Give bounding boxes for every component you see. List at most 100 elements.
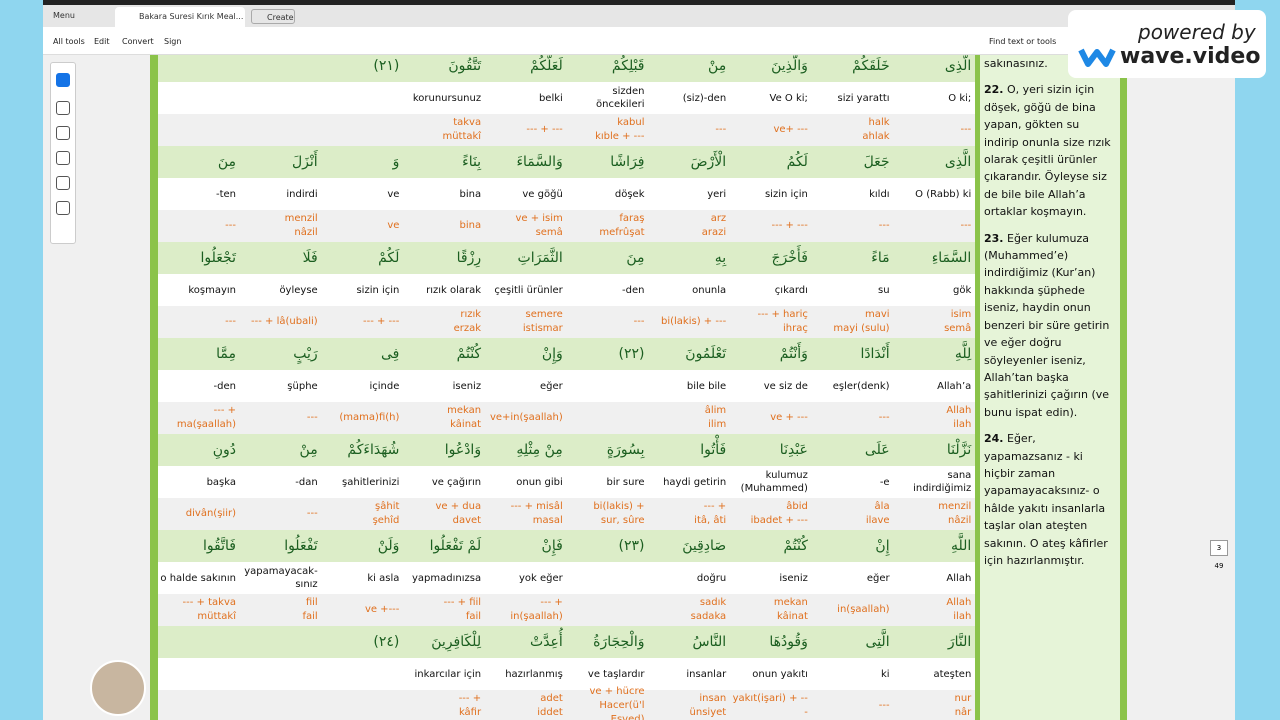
arabic-cell: جَعَلَ <box>863 154 890 170</box>
arabic-cell: وَلَنْ <box>377 538 400 554</box>
wave-logo <box>1078 48 1116 67</box>
roots-cell: --- + ma(şaallah) <box>176 405 236 430</box>
roots-cell: sadık sadaka <box>690 597 727 622</box>
table-row: (٢٤) لِلْكَافِرِينَ أُعِدَّتْ وَالْحِجَارَة… <box>158 626 975 658</box>
turkish-cell: ve taşlardır <box>587 668 645 680</box>
menu-item[interactable]: Sign <box>164 37 182 46</box>
turkish-cell: sizin için <box>356 284 400 296</box>
sign-tool[interactable] <box>56 201 70 215</box>
roots-cell: şâhit şehîd <box>372 501 400 526</box>
turkish-cell: yapamayacak- sınız <box>244 566 318 590</box>
menu-button[interactable]: Menu <box>53 11 75 20</box>
menu-item[interactable]: Edit <box>94 37 110 46</box>
turkish-cell: haydi getirin <box>663 476 727 488</box>
turkish-cell: ve <box>387 188 400 200</box>
arabic-cell: وَالْحِجَارَةُ <box>593 634 645 650</box>
roots-cell: --- <box>225 316 236 327</box>
roots-cell: --- + --- <box>771 220 808 231</box>
roots-cell: --- + in(şaallah) <box>510 597 563 622</box>
roots-cell: semere istismar <box>522 309 563 334</box>
roots-cell: --- <box>225 220 236 231</box>
arabic-cell: (٢١) <box>373 58 400 74</box>
arabic-cell: فِى <box>381 346 400 362</box>
draw-tool[interactable] <box>56 126 70 140</box>
turkish-cell: iseniz <box>779 572 808 584</box>
page-current[interactable]: 3 <box>1210 540 1228 556</box>
roots-cell: takva müttakî <box>442 117 482 142</box>
arabic-cell: السَّمَاءِ <box>931 250 972 266</box>
text-tool[interactable] <box>56 176 70 190</box>
turkish-cell: onunla <box>692 284 727 296</box>
table-row: -ten indirdi ve bina ve göğü döşek yeri sizin i… <box>158 178 975 210</box>
arabic-cell: النَّارَ <box>947 634 972 650</box>
turkish-cell: ateşten <box>933 668 972 680</box>
select-tool[interactable] <box>56 73 70 87</box>
roots-cell: menzil nâzil <box>938 501 972 526</box>
arabic-cell: دُونِ <box>212 442 236 458</box>
turkish-cell: -den <box>622 284 645 296</box>
roots-cell: faraş mefrûşat <box>599 213 645 238</box>
turkish-cell: O ki; <box>948 92 972 104</box>
verse-text: Eğer kulumuza (Muhammed’e) indirdiğimiz … <box>984 231 1110 419</box>
roots-cell: ve <box>387 220 400 231</box>
arabic-cell: فَأَخْرَجَ <box>771 250 808 266</box>
shape-tool[interactable] <box>56 151 70 165</box>
turkish-cell: ki asla <box>367 572 400 584</box>
table-row: --- menzil nâzil ve bina ve + isim semâ faraş… <box>158 210 975 242</box>
table-row: تَجْعَلُوا فَلَا لَكُمْ رِزْقًا الثَّمَرَاتِ… <box>158 242 975 274</box>
roots-cell: arz arazi <box>701 213 727 238</box>
tab[interactable]: Bakara Suresi Kırık Meal... <box>115 7 245 27</box>
roots-cell: âlim ilim <box>704 405 727 430</box>
menu-item[interactable]: All tools <box>53 37 85 46</box>
turkish-cell: insanlar <box>686 668 727 680</box>
arabic-cell: لِلَّهِ <box>954 346 972 362</box>
table-row: başka -dan şahitlerinizi ve çağırın onun gib… <box>158 466 975 498</box>
arabic-cell: وَقُودُهَا <box>769 634 808 650</box>
arabic-cell: مِنْ <box>299 442 318 458</box>
arabic-cell: الَّذِى <box>944 58 972 74</box>
border <box>975 55 980 720</box>
arabic-cell: مِنْ <box>708 58 727 74</box>
comment-tool[interactable] <box>56 101 70 115</box>
arabic-cell: وَأَنْتُمْ <box>779 346 808 362</box>
roots-cell: --- <box>878 220 890 231</box>
arabic-cell: اللَّهِ <box>951 538 972 554</box>
roots-cell: divân(şiir) <box>185 508 236 519</box>
arabic-cell: وَادْعُوا <box>444 442 482 458</box>
table-row: divân(şiir) --- şâhit şehîd ve + dua davet -… <box>158 498 975 530</box>
create-button[interactable]: Create <box>251 9 295 24</box>
roots-cell: --- <box>306 508 318 519</box>
turkish-cell: yok eğer <box>519 572 563 584</box>
arabic-cell: لَعَلَّكُمْ <box>530 58 563 74</box>
search[interactable]: Find text or tools <box>989 37 1057 46</box>
create-label: Create <box>267 13 294 22</box>
table-row: مِمَّا رَيْبٍ فِى كُنْتُمْ وَإِنْ (٢٢) تَعْلَم… <box>158 338 975 370</box>
table-row: -den şüphe içinde iseniz eğer bile bile ve siz… <box>158 370 975 402</box>
turkish-cell: şüphe <box>287 380 318 392</box>
arabic-cell: فَإِنْ <box>541 538 563 554</box>
table-row: (٢١) تَتَّقُونَ لَعَلَّكُمْ قَبْلِكُمْ مِنْ و… <box>158 55 975 82</box>
roots-cell: âla ilave <box>865 501 890 526</box>
arabic-cell: وَالَّذِينَ <box>771 58 808 74</box>
arabic-cell: (٢٣) <box>618 538 645 554</box>
turkish-cell: -e <box>879 476 890 488</box>
turkish-cell: doğru <box>696 572 727 584</box>
turkish-cell: içinde <box>369 380 400 392</box>
arabic-cell: لَكُمُ <box>786 154 808 170</box>
turkish-cell: indirdi <box>286 188 318 200</box>
tab-title: Bakara Suresi Kırık Meal... <box>139 12 244 21</box>
roots-cell: halk ahlak <box>862 117 890 142</box>
table-row: o halde sakının yapamayacak- sınız ki asla… <box>158 562 975 594</box>
roots-cell: --- + misâl masal <box>510 501 563 526</box>
border <box>150 55 158 720</box>
turkish-cell: döşek <box>614 188 645 200</box>
turkish-cell: inkarcılar için <box>414 668 482 680</box>
arabic-cell: فَاتَّقُوا <box>202 538 236 554</box>
menu-item[interactable]: Convert <box>122 37 154 46</box>
roots-cell: --- + kâfir <box>458 693 482 718</box>
arabic-cell: أُعِدَّتْ <box>530 634 563 650</box>
roots-cell: nur nâr <box>954 693 972 718</box>
verse-text: O, yeri sizin için döşek, göğü de bina y… <box>984 83 1111 219</box>
roots-cell: adet iddet <box>537 693 563 718</box>
verse-text: Eğer, yapamazsanız - ki hiçbir zaman yap… <box>984 432 1108 567</box>
